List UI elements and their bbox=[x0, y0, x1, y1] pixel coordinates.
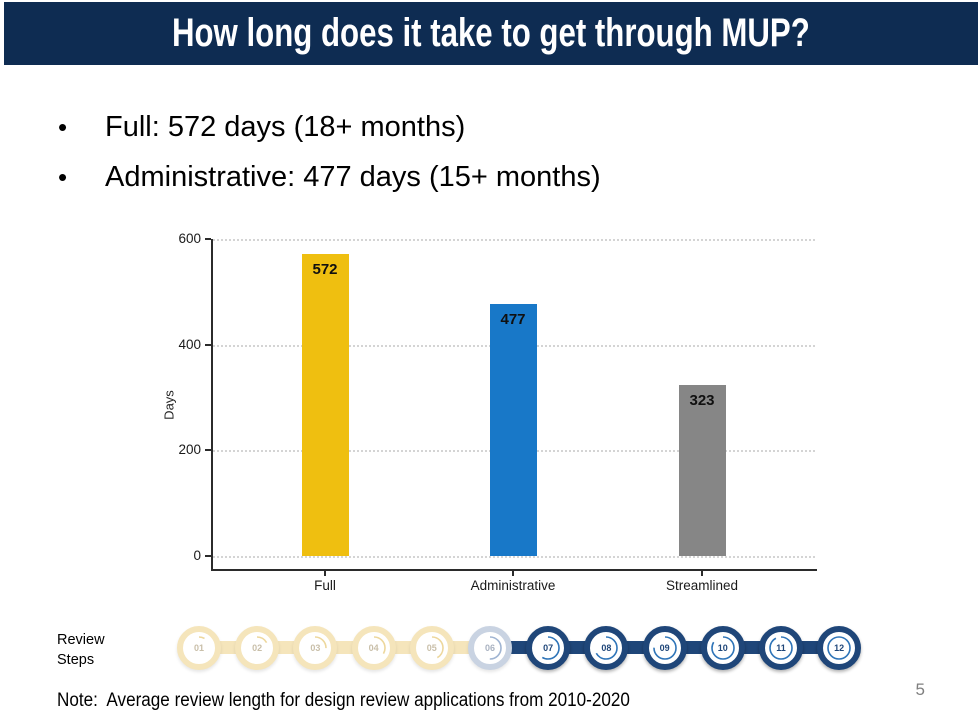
x-category-label: Full bbox=[314, 578, 336, 593]
bullet-text: Administrative: 477 days (15+ months) bbox=[105, 160, 601, 193]
review-step-circle: 02 bbox=[235, 626, 280, 670]
title-bar: How long does it take to get through MUP… bbox=[4, 2, 978, 65]
y-axis-line bbox=[211, 239, 213, 569]
bar-value-label: 572 bbox=[312, 260, 338, 278]
step-number: 05 bbox=[426, 643, 437, 653]
step-progress-arc-icon bbox=[827, 636, 851, 660]
review-step-circle: 12 bbox=[817, 626, 862, 670]
bar-value-label: 477 bbox=[500, 310, 526, 328]
x-axis-tick bbox=[701, 571, 703, 576]
x-axis-tick bbox=[512, 571, 514, 576]
bullet-item: • Full: 572 days (18+ months) bbox=[58, 102, 601, 152]
step-progress-arc-icon bbox=[361, 636, 386, 660]
bullet-text: Full: 572 days (18+ months) bbox=[105, 110, 466, 143]
step-number: 04 bbox=[368, 643, 379, 653]
review-step-circle: 07 bbox=[526, 626, 571, 670]
bar bbox=[678, 385, 726, 556]
review-step-circle: 08 bbox=[584, 626, 629, 670]
x-category-label: Streamlined bbox=[665, 578, 739, 593]
bar bbox=[489, 303, 537, 556]
step-progress-arc-icon bbox=[710, 636, 735, 660]
y-tick-label: 200 bbox=[178, 442, 201, 458]
step-progress-arc-icon bbox=[303, 636, 328, 660]
step-progress-arc-icon bbox=[187, 636, 211, 660]
step-progress-arc-icon bbox=[245, 636, 269, 660]
review-step-circle: 06 bbox=[468, 626, 512, 670]
review-steps-label-line: Review bbox=[57, 632, 105, 648]
y-axis-label: Days bbox=[161, 390, 177, 420]
bar-chart: Days 0 200 400 600 572 Full 477 Administrative 3… bbox=[155, 228, 820, 600]
bullet-icon: • bbox=[58, 162, 68, 192]
review-step-circle: 10 bbox=[700, 626, 745, 670]
step-number: 06 bbox=[484, 643, 495, 653]
step-progress-arc-icon bbox=[419, 636, 444, 660]
step-progress-arc-icon bbox=[769, 636, 793, 660]
step-number: 02 bbox=[252, 643, 263, 653]
review-step-circle: 09 bbox=[642, 626, 687, 670]
review-steps-timeline: 01 02 03 04 05 06 07 08 09 10 11 12 bbox=[0, 626, 978, 672]
review-step-circle: 04 bbox=[351, 626, 396, 670]
step-number: 07 bbox=[543, 643, 554, 653]
step-number: 01 bbox=[193, 643, 204, 653]
x-category-label: Administrative bbox=[470, 578, 556, 593]
review-step-circle: 11 bbox=[759, 626, 803, 670]
step-progress-arc-icon bbox=[536, 636, 560, 660]
bullet-icon: • bbox=[58, 112, 68, 142]
step-progress-arc-icon bbox=[594, 636, 619, 660]
bullet-list: • Full: 572 days (18+ months) • Administ… bbox=[58, 102, 601, 202]
note-text: Note: Average review length for design r… bbox=[57, 690, 630, 711]
bar bbox=[301, 253, 349, 556]
slide-title: How long does it take to get through MUP… bbox=[172, 11, 810, 55]
page-number: 5 bbox=[915, 680, 925, 699]
step-number: 08 bbox=[601, 643, 612, 653]
bar-value-label: 323 bbox=[689, 392, 715, 410]
bullet-item: • Administrative: 477 days (15+ months) bbox=[58, 152, 601, 202]
x-axis-tick bbox=[324, 571, 326, 576]
y-axis-tick bbox=[205, 449, 211, 452]
y-tick-label: 600 bbox=[178, 231, 201, 246]
y-axis-tick bbox=[205, 555, 211, 557]
review-step-circle: 03 bbox=[293, 626, 338, 670]
y-axis-tick bbox=[205, 343, 211, 346]
step-number: 10 bbox=[717, 643, 728, 653]
y-tick-label: 0 bbox=[193, 548, 201, 563]
gridline bbox=[213, 556, 815, 558]
step-progress-arc-icon bbox=[478, 636, 502, 660]
gridline bbox=[213, 239, 815, 241]
step-number: 11 bbox=[776, 643, 786, 653]
y-tick-label: 400 bbox=[178, 336, 201, 352]
step-progress-arc-icon bbox=[652, 636, 677, 660]
review-step-circle: 05 bbox=[409, 626, 454, 670]
review-steps-label-line: Steps bbox=[57, 652, 95, 668]
review-steps-label: Review Steps bbox=[57, 630, 105, 670]
x-axis-line bbox=[211, 569, 817, 571]
review-step-circle: 01 bbox=[177, 626, 221, 670]
step-number: 12 bbox=[834, 643, 845, 653]
y-axis-tick bbox=[205, 238, 211, 240]
step-number: 09 bbox=[659, 643, 670, 653]
step-number: 03 bbox=[310, 643, 321, 653]
